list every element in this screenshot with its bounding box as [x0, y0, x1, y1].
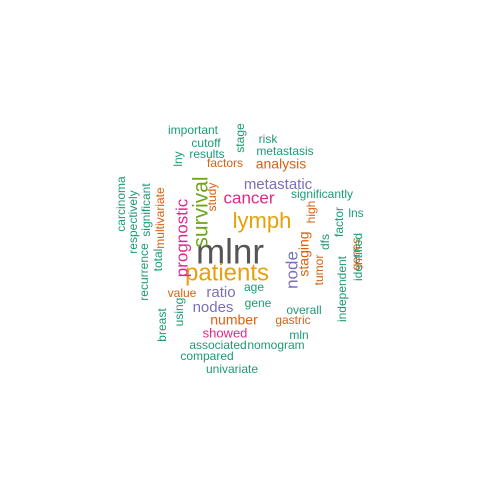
- word-overall: overall: [286, 303, 321, 317]
- word-carcinoma: carcinoma: [114, 176, 128, 232]
- word-identified: identified: [351, 233, 365, 281]
- word-analysis: analysis: [256, 156, 307, 172]
- word-node: node: [282, 251, 301, 289]
- word-metastatic: metastatic: [244, 176, 313, 193]
- word-independent: independent: [335, 255, 349, 322]
- word-mlnr: mlnr: [196, 232, 264, 271]
- word-significantly: significantly: [291, 187, 353, 201]
- word-factor: factor: [332, 207, 346, 237]
- word-using: using: [172, 298, 186, 327]
- word-survival: survival: [190, 176, 213, 247]
- word-compared: compared: [180, 349, 233, 363]
- word-risk: risk: [259, 132, 279, 146]
- word-cutoff: cutoff: [191, 136, 221, 150]
- word-associated: associated: [189, 338, 246, 352]
- word-tumor: tumor: [312, 255, 326, 286]
- word-age: age: [244, 280, 264, 294]
- word-important: important: [168, 123, 219, 137]
- word-univariate: univariate: [206, 362, 258, 376]
- word-value: value: [168, 286, 197, 300]
- word-recurrence: recurrence: [137, 243, 151, 301]
- word-stage: stage: [233, 123, 247, 153]
- word-cancer: cancer: [223, 188, 274, 207]
- word-lny: lny: [171, 151, 185, 166]
- word-nodes: nodes: [193, 299, 234, 316]
- word-prognostic: prognostic: [172, 198, 191, 277]
- word-genes: genes: [349, 238, 363, 271]
- word-significant: significant: [139, 183, 153, 237]
- word-metastasis: metastasis: [256, 144, 313, 158]
- word-multivariate: multivariate: [153, 187, 167, 249]
- word-staging: staging: [296, 231, 312, 276]
- word-factors: factors: [207, 156, 243, 170]
- word-dfs: dfs: [318, 234, 332, 250]
- word-mln: mln: [289, 328, 308, 342]
- word-number: number: [210, 312, 258, 328]
- word-showed: showed: [203, 325, 248, 340]
- word-study: study: [205, 183, 219, 212]
- word-results: results: [189, 147, 224, 161]
- word-breast: breast: [155, 308, 169, 342]
- word-total: total: [151, 249, 165, 272]
- word-nomogram: nomogram: [247, 338, 304, 352]
- word-high: high: [304, 201, 318, 224]
- word-respectively: respectively: [126, 190, 140, 253]
- word-ratio: ratio: [206, 284, 235, 301]
- word-lns: lns: [348, 206, 363, 220]
- word-lymph: lymph: [233, 208, 292, 233]
- word-patients: patients: [185, 259, 269, 286]
- word-gastric: gastric: [275, 313, 310, 327]
- word-gene: gene: [245, 296, 272, 310]
